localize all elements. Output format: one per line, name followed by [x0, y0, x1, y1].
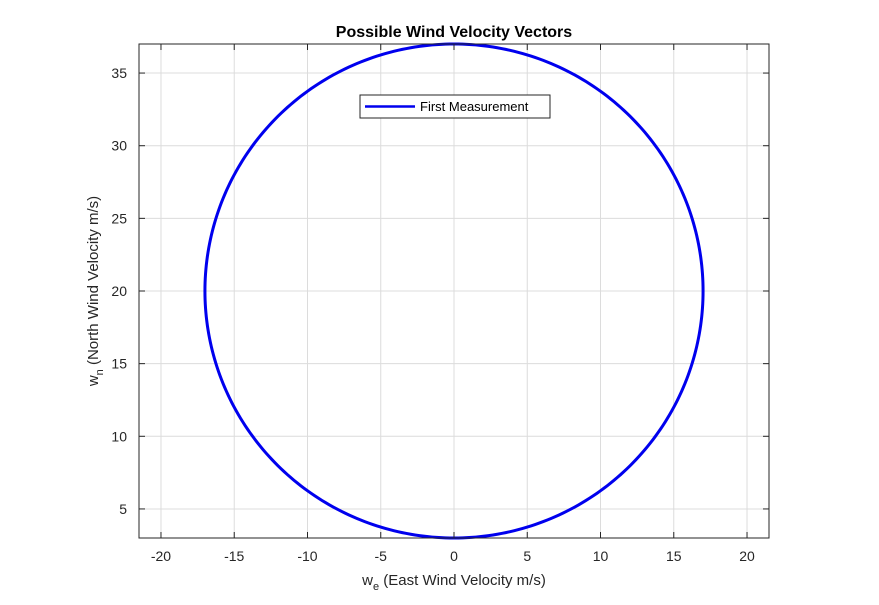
x-tick-label: -10: [297, 548, 317, 564]
legend: First Measurement: [359, 94, 551, 119]
y-tick-label: 35: [111, 65, 127, 81]
series-layer: [203, 42, 705, 540]
x-tick-label: 20: [739, 548, 755, 564]
x-tick-label: -20: [151, 548, 171, 564]
y-tick-label: 30: [111, 138, 127, 154]
ticks: [139, 44, 769, 538]
legend-label: First Measurement: [420, 99, 529, 114]
legend-box: [359, 94, 551, 119]
y-tick-label: 15: [111, 356, 127, 372]
x-tick-label: -15: [224, 548, 244, 564]
chart-title: Possible Wind Velocity Vectors: [336, 24, 572, 41]
tick-labels: -20 -15 -10 -5 0 5 10 15 20 5 10 15 20 25 30 35: [111, 65, 755, 564]
x-tick-label: -5: [375, 548, 388, 564]
y-tick-label: 20: [111, 283, 127, 299]
x-tick-label: 15: [666, 548, 682, 564]
y-axis-label: wn (North Wind Velocity m/s): [85, 196, 106, 387]
x-tick-label: 5: [523, 548, 531, 564]
y-tick-label: 25: [111, 210, 127, 226]
series-line-first-measurement: [203, 42, 705, 540]
y-tick-label: 10: [111, 428, 127, 444]
x-tick-label: 10: [593, 548, 609, 564]
grid: [139, 44, 769, 538]
x-axis-label: we (East Wind Velocity m/s): [361, 572, 546, 593]
y-tick-label: 5: [119, 501, 127, 517]
x-tick-label: 0: [450, 548, 458, 564]
